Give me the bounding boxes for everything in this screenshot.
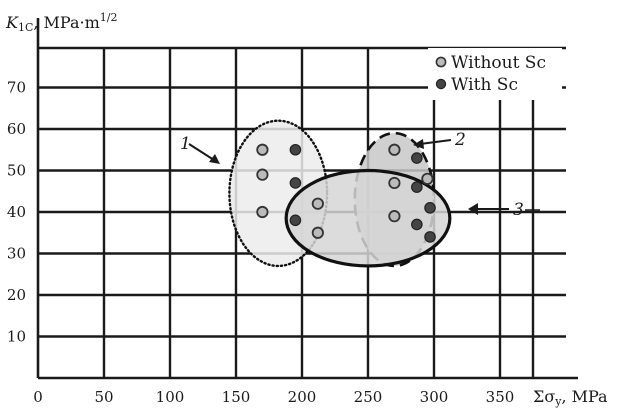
point-without-sc	[388, 143, 401, 156]
point-without-sc	[311, 197, 324, 210]
y-tick-label: 10	[7, 328, 26, 346]
region-1-callout: 1	[180, 134, 220, 164]
point-without-sc	[311, 226, 324, 239]
point-without-sc	[388, 210, 401, 223]
regions	[228, 119, 452, 268]
point-without-sc	[256, 143, 269, 156]
x-axis-subscript: y	[554, 395, 562, 408]
x-tick-label: 150	[222, 388, 251, 406]
legend-background	[428, 48, 562, 100]
region-label-2: 2	[454, 130, 466, 150]
region-1-arrowhead	[209, 154, 220, 164]
y-tick-label: 50	[7, 162, 26, 180]
y-tick-label: 60	[7, 120, 26, 138]
point-with-sc	[289, 143, 302, 156]
point-without-sc	[388, 176, 401, 190]
y-tick-label: 70	[7, 79, 26, 97]
x-tick-label: 350	[486, 388, 515, 406]
point-with-sc	[411, 152, 423, 164]
region-1-leader	[188, 143, 215, 161]
point-with-sc	[289, 214, 302, 227]
region-label-3: 3	[513, 200, 524, 220]
region-ellipse-3	[284, 168, 452, 268]
axes: 0 50 100 150 200 250 300 350 10 20 30 40 50 60 70	[7, 18, 578, 406]
point-with-sc	[289, 177, 302, 189]
y-axis-title: K1C, MPa·m1/2	[5, 11, 117, 34]
legend-label-with-sc: With Sc	[451, 75, 518, 95]
point-with-sc	[411, 218, 423, 231]
y-tick-label: 20	[7, 286, 26, 304]
region-2-callout: 2	[413, 130, 466, 150]
point-without-sc	[256, 168, 269, 181]
x-axis-title: Σσy, MPa	[533, 387, 608, 408]
legend: Without Sc With Sc	[428, 48, 562, 100]
y-tick-label: 40	[7, 203, 26, 221]
region-2-arrowhead	[413, 139, 424, 149]
region-label-1: 1	[180, 134, 191, 154]
x-tick-label: 100	[156, 388, 185, 406]
x-tick-label: 0	[33, 388, 43, 406]
x-tick-label: 200	[288, 388, 317, 406]
legend-marker-without-sc	[435, 56, 447, 68]
region-3-arrowhead	[468, 203, 478, 215]
x-tick-label: 250	[354, 388, 383, 406]
y-axis-unit: , MPa·m	[33, 13, 99, 32]
legend-label-without-sc: Without Sc	[451, 53, 546, 73]
data-points	[256, 143, 436, 243]
point-without-sc	[421, 172, 434, 185]
x-axis-symbol: Σσ	[533, 387, 555, 406]
point-with-sc	[424, 231, 436, 243]
y-axis-symbol: K	[5, 13, 19, 32]
region-3-callout: 3	[468, 200, 540, 220]
x-tick-label: 300	[420, 388, 449, 406]
point-without-sc	[256, 205, 269, 219]
point-with-sc	[424, 202, 436, 214]
y-tick-label: 30	[7, 245, 26, 263]
x-axis-unit: , MPa	[561, 387, 608, 406]
y-axis-subscript: 1C	[18, 21, 33, 34]
x-tick-label: 50	[94, 388, 113, 406]
legend-marker-with-sc	[435, 78, 447, 90]
point-with-sc	[411, 181, 423, 193]
region-2-leader	[419, 139, 452, 145]
y-axis-exponent: 1/2	[100, 11, 118, 24]
